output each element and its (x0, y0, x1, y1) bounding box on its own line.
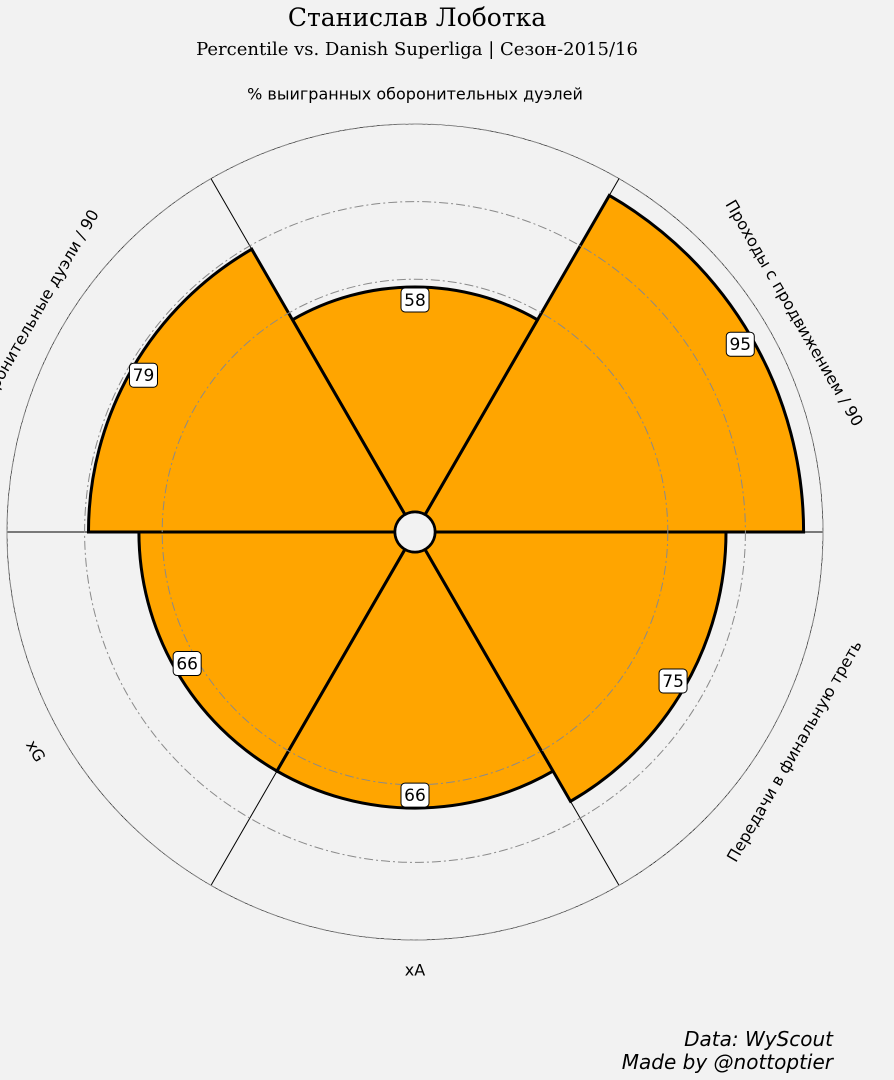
svg-text:66: 66 (176, 655, 198, 675)
category-label: Передачи в финальную треть (723, 637, 866, 865)
svg-text:58: 58 (404, 291, 426, 311)
svg-text:66: 66 (404, 786, 426, 806)
credits: Data: WyScout Made by @nottoptier (622, 1028, 833, 1074)
value-label: 66 (400, 782, 430, 808)
category-label: % выигранных оборонительных дуэлей (247, 85, 583, 104)
grid-ring-80 (84, 201, 746, 863)
svg-text:75: 75 (662, 672, 684, 692)
svg-text:79: 79 (133, 366, 155, 386)
chart-subtitle: Percentile vs. Danish Superliga | Сезон-… (196, 39, 638, 60)
value-label: 58 (400, 287, 430, 313)
svg-text:95: 95 (729, 335, 751, 355)
value-label: 95 (725, 331, 755, 357)
data-source: Data: WyScout (684, 1027, 833, 1051)
category-label: xG (22, 737, 49, 765)
value-label: 75 (658, 668, 688, 694)
grid-ring-100 (6, 123, 824, 941)
chart-title: Станислав Лоботка (287, 3, 547, 32)
category-label: xA (405, 961, 425, 980)
author-credit: Made by @nottoptier (621, 1050, 833, 1074)
value-label: 79 (128, 362, 158, 388)
category-label: Оборонительные дуэли / 90 (0, 206, 103, 420)
value-label: 66 (172, 651, 202, 677)
center-hole (393, 510, 437, 554)
